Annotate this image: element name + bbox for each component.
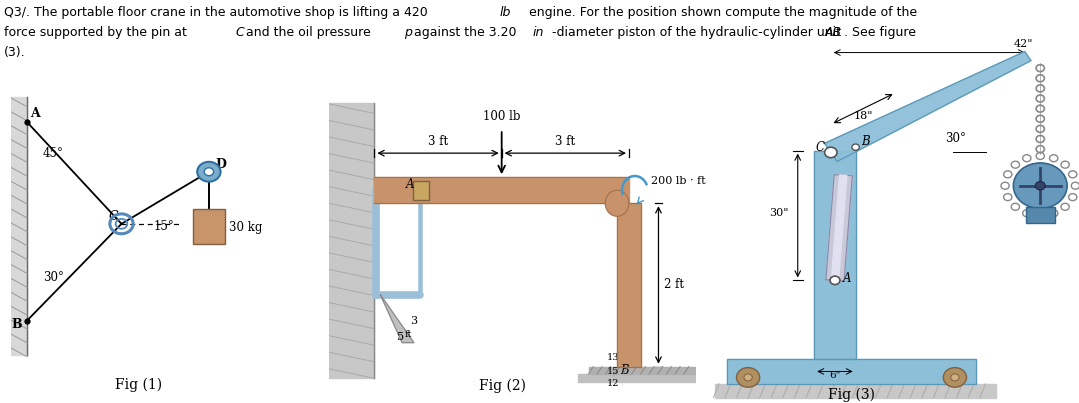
Circle shape <box>830 276 839 285</box>
Circle shape <box>204 168 214 176</box>
Text: 3 ft: 3 ft <box>556 135 575 148</box>
Text: 18": 18" <box>853 111 873 121</box>
Text: 100 lb: 100 lb <box>483 110 520 123</box>
Circle shape <box>1035 181 1046 190</box>
Polygon shape <box>11 98 27 355</box>
Text: AB: AB <box>824 26 842 39</box>
Text: 13: 13 <box>607 353 619 362</box>
Text: C: C <box>235 26 244 39</box>
Text: 12: 12 <box>607 379 619 388</box>
Text: in: in <box>533 26 545 39</box>
Text: A: A <box>30 107 40 120</box>
Circle shape <box>1013 163 1067 208</box>
Circle shape <box>824 147 837 158</box>
Polygon shape <box>825 175 852 281</box>
Text: (3).: (3). <box>4 46 26 59</box>
Polygon shape <box>715 384 996 398</box>
Polygon shape <box>374 177 629 203</box>
Text: C: C <box>109 210 119 223</box>
Polygon shape <box>727 359 975 384</box>
Polygon shape <box>831 175 847 280</box>
Circle shape <box>737 368 760 387</box>
Text: 6": 6" <box>830 372 841 380</box>
Circle shape <box>852 144 859 150</box>
Text: B: B <box>620 364 629 378</box>
Polygon shape <box>815 151 856 359</box>
Text: Q3/. The portable floor crane in the automotive shop is lifting a 420: Q3/. The portable floor crane in the aut… <box>4 6 432 19</box>
Text: force supported by the pin at: force supported by the pin at <box>4 26 191 39</box>
Text: engine. For the position shown compute the magnitude of the: engine. For the position shown compute t… <box>525 6 917 19</box>
Text: against the 3.20: against the 3.20 <box>414 26 521 39</box>
Polygon shape <box>617 203 641 367</box>
Text: C: C <box>815 141 824 154</box>
Bar <box>413 181 428 200</box>
Text: 5: 5 <box>397 332 404 343</box>
Text: A: A <box>844 272 851 285</box>
Text: 3 ft: 3 ft <box>428 135 448 148</box>
Text: lb: lb <box>500 6 511 19</box>
Text: ft: ft <box>405 330 412 339</box>
Text: 15: 15 <box>607 367 619 376</box>
Polygon shape <box>589 367 696 374</box>
Polygon shape <box>824 52 1030 162</box>
Text: and the oil pressure: and the oil pressure <box>246 26 374 39</box>
Text: . See figure: . See figure <box>844 26 916 39</box>
Circle shape <box>745 374 752 381</box>
Text: 30 kg: 30 kg <box>229 221 262 234</box>
Text: 200 lb · ft: 200 lb · ft <box>652 176 706 186</box>
Text: 30": 30" <box>769 208 789 218</box>
Circle shape <box>197 162 220 182</box>
Text: p: p <box>404 26 411 39</box>
Text: Fig (3): Fig (3) <box>828 388 875 403</box>
Text: B: B <box>12 318 23 331</box>
Circle shape <box>943 368 967 387</box>
Text: A: A <box>406 178 414 191</box>
Text: 45°: 45° <box>43 147 64 160</box>
Text: D: D <box>216 158 227 171</box>
Text: 42": 42" <box>1014 39 1034 49</box>
Text: -diameter piston of the hydraulic-cylinder unit: -diameter piston of the hydraulic-cylind… <box>552 26 846 39</box>
Text: 3: 3 <box>410 316 418 326</box>
Polygon shape <box>329 103 374 378</box>
Text: 30°: 30° <box>945 132 966 145</box>
Text: B: B <box>861 135 870 148</box>
Bar <box>192 209 226 244</box>
Text: Fig (1): Fig (1) <box>115 378 163 392</box>
Text: 30°: 30° <box>43 271 64 284</box>
Circle shape <box>951 374 959 381</box>
Polygon shape <box>577 374 696 382</box>
Text: Fig (2): Fig (2) <box>479 378 527 393</box>
Bar <box>1026 207 1055 222</box>
Text: 2 ft: 2 ft <box>665 278 684 291</box>
Polygon shape <box>381 295 414 343</box>
Text: 15°: 15° <box>153 220 175 233</box>
Circle shape <box>605 190 629 216</box>
